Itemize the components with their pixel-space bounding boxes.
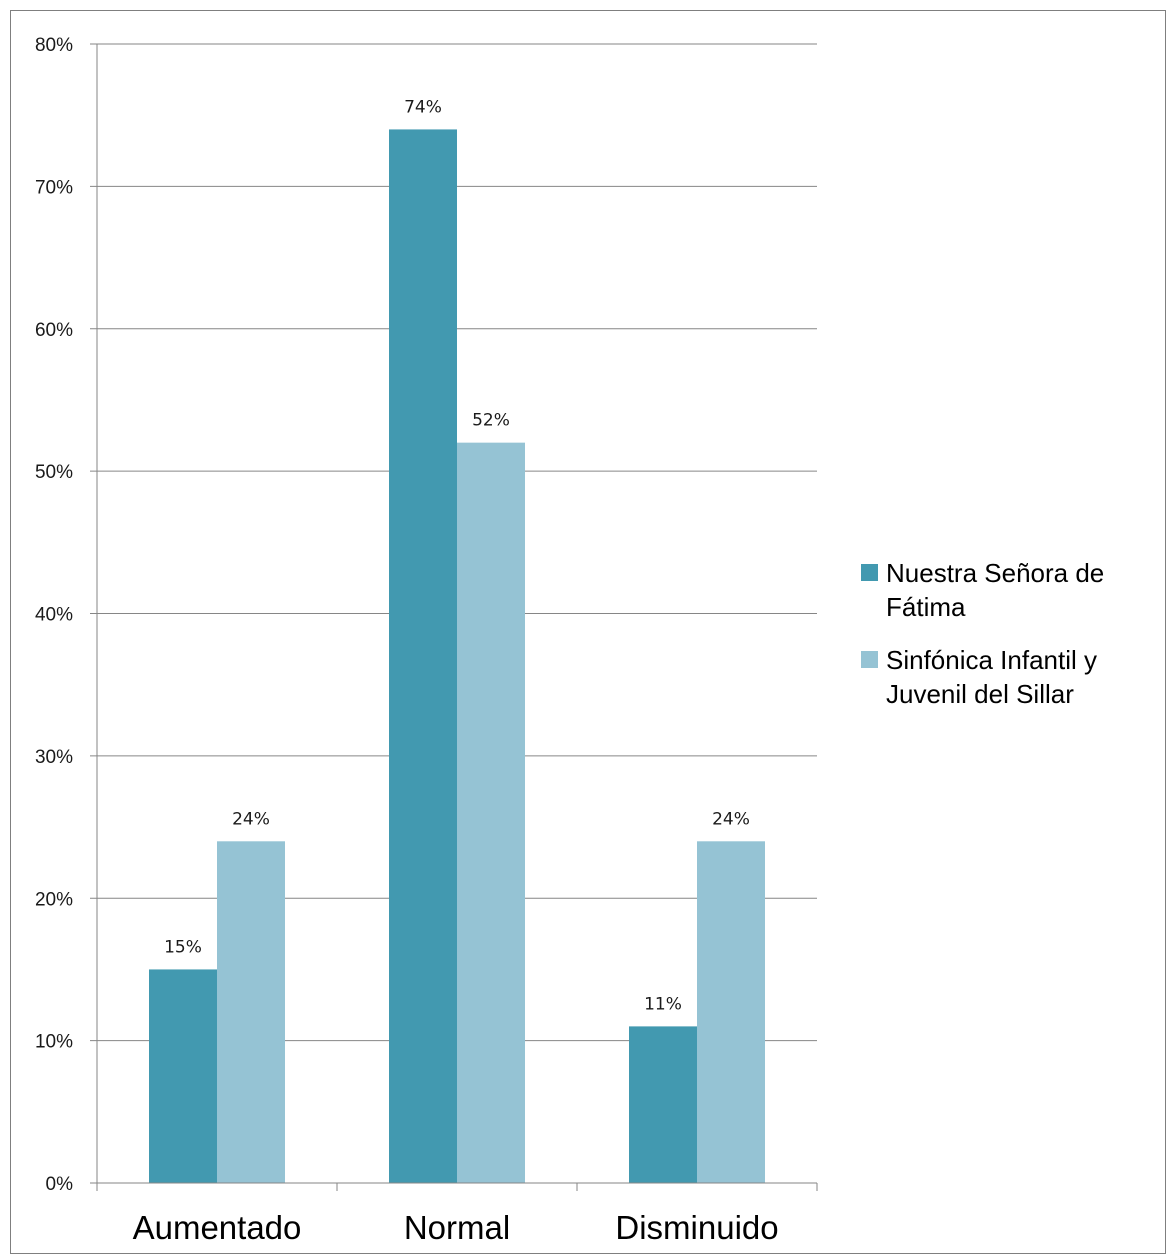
x-category-label: Aumentado	[133, 1209, 302, 1246]
bar	[629, 1026, 697, 1183]
legend-label: Fátima	[886, 592, 966, 622]
x-category-label: Disminuido	[615, 1209, 778, 1246]
bar	[389, 129, 457, 1183]
data-label: 24%	[712, 809, 750, 829]
data-label: 24%	[232, 809, 270, 829]
data-label: 11%	[644, 994, 682, 1014]
bar	[697, 841, 765, 1183]
data-label: 15%	[164, 937, 202, 957]
y-tick-label: 40%	[35, 605, 73, 626]
y-tick-label: 80%	[35, 35, 73, 56]
legend-label: Sinfónica Infantil y	[886, 645, 1097, 675]
axes: 0% 10% 20% 30% 40% 50% 60% 70% 80% Aumentado Norma…	[35, 35, 818, 1246]
y-tick-label: 10%	[35, 1032, 73, 1053]
y-tick-label: 30%	[35, 747, 73, 768]
y-tick-label: 20%	[35, 889, 73, 910]
legend-label: Nuestra Señora de	[886, 558, 1104, 588]
bar	[149, 969, 217, 1183]
bar	[457, 442, 525, 1183]
legend: Nuestra Señora de Fátima Sinfónica Infanti…	[861, 558, 1104, 709]
y-tick-label: 60%	[35, 320, 73, 341]
y-tick-label: 70%	[35, 177, 73, 198]
legend-swatch	[861, 651, 878, 668]
legend-label: Juvenil del Sillar	[886, 679, 1074, 709]
data-label: 74%	[404, 97, 442, 117]
y-tick-label: 0%	[46, 1174, 74, 1195]
bars	[149, 129, 765, 1183]
y-tick-label: 50%	[35, 462, 73, 483]
x-category-label: Normal	[404, 1209, 510, 1246]
data-label: 52%	[472, 411, 510, 431]
data-labels: 15% 24% 74% 52% 11% 24%	[164, 97, 750, 1014]
legend-swatch	[861, 564, 878, 581]
bar	[217, 841, 285, 1183]
